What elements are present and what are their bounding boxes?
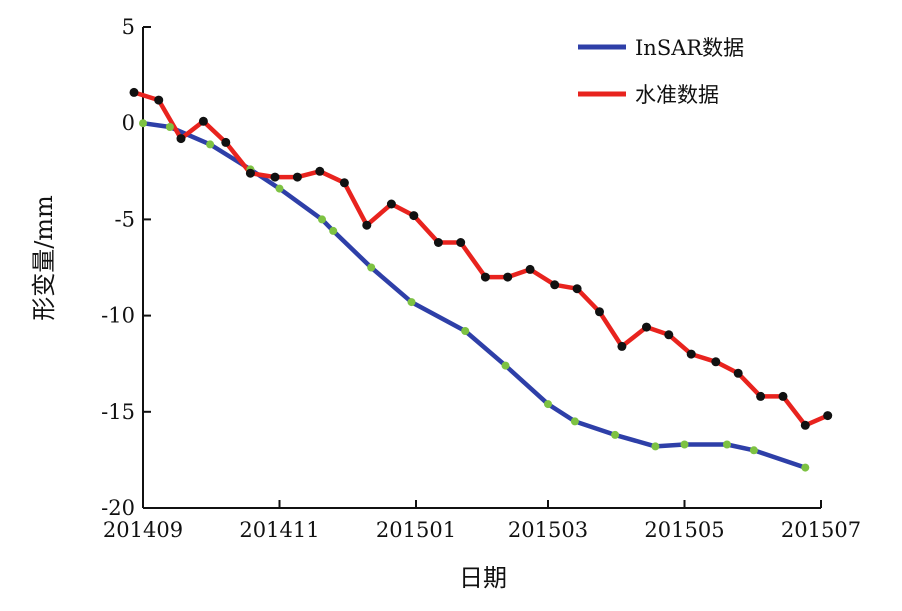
leveling-data-point: [800, 420, 810, 430]
legend-label-leveling: 水准数据: [635, 83, 719, 107]
leveling-data-point: [198, 116, 208, 126]
insar-data-point: [651, 442, 660, 451]
y-tick-label: -5: [115, 207, 135, 231]
insar-data-point: [318, 215, 326, 224]
insar-data-point: [723, 440, 731, 449]
insar-data-point: [139, 119, 147, 128]
x-tick-label: 201505: [644, 518, 724, 542]
insar-data-point: [206, 140, 215, 149]
insar-data-point: [801, 463, 810, 472]
leveling-data-point: [292, 172, 302, 182]
series-lines: [131, 90, 830, 470]
series-line-leveling: [131, 90, 830, 428]
leveling-data-point: [339, 178, 349, 188]
leveling-data-point: [245, 168, 255, 178]
y-tick-label: -20: [101, 496, 135, 520]
x-tick-label: 201409: [103, 518, 183, 542]
insar-data-point: [570, 417, 579, 426]
leveling-data-point: [756, 391, 766, 401]
leveling-data-point: [362, 220, 372, 230]
insar-data-point: [461, 327, 470, 335]
leveling-data-point: [664, 330, 674, 340]
leveling-data-point: [572, 284, 582, 294]
series-markers: [129, 87, 833, 472]
insar-data-point: [367, 263, 376, 272]
axes: [142, 27, 821, 509]
leveling-data-point: [129, 87, 139, 97]
y-axis-title: 形变量/mm: [30, 195, 58, 321]
leveling-data-point: [550, 280, 560, 290]
y-tick-label: 0: [122, 111, 135, 135]
leveling-data-point: [154, 95, 164, 105]
leveling-data-point: [503, 272, 513, 282]
legend-label-insar: InSAR数据: [635, 36, 744, 60]
leveling-data-point: [642, 322, 651, 332]
insar-data-point: [680, 440, 689, 449]
leveling-data-point: [409, 211, 419, 221]
leveling-data-point: [221, 137, 231, 147]
series-line-insar: [140, 120, 808, 470]
insar-data-point: [407, 298, 416, 307]
insar-data-point: [611, 430, 620, 439]
insar-data-point: [275, 184, 284, 193]
leveling-data-point: [823, 411, 833, 421]
y-tick-label: 5: [122, 15, 135, 39]
y-tick-label: -15: [101, 400, 135, 424]
leveling-data-point: [315, 166, 325, 176]
x-axis-title: 日期: [459, 564, 507, 592]
y-tick-label: -10: [101, 304, 135, 328]
leveling-data-point: [525, 264, 535, 274]
leveling-data-point: [733, 368, 743, 378]
leveling-data-point: [686, 349, 696, 359]
leveling-data-point: [617, 341, 627, 351]
insar-data-point: [165, 123, 174, 131]
leveling-data-point: [386, 199, 396, 209]
leveling-data-point: [480, 272, 490, 282]
insar-data-point: [749, 446, 758, 455]
leveling-data-point: [176, 134, 186, 144]
leveling-data-point: [595, 307, 604, 317]
leveling-data-point: [270, 172, 280, 182]
leveling-data-point: [711, 357, 721, 367]
leveling-data-point: [456, 238, 466, 247]
leveling-data-point: [433, 238, 443, 247]
insar-data-point: [544, 400, 552, 409]
x-tick-label: 201507: [781, 518, 861, 542]
x-tick-label: 201503: [508, 518, 588, 542]
leveling-data-point: [778, 391, 788, 401]
x-tick-label: 201501: [376, 518, 456, 542]
insar-data-point: [329, 226, 338, 235]
insar-data-point: [501, 361, 510, 370]
x-tick-label: 201411: [239, 518, 319, 542]
